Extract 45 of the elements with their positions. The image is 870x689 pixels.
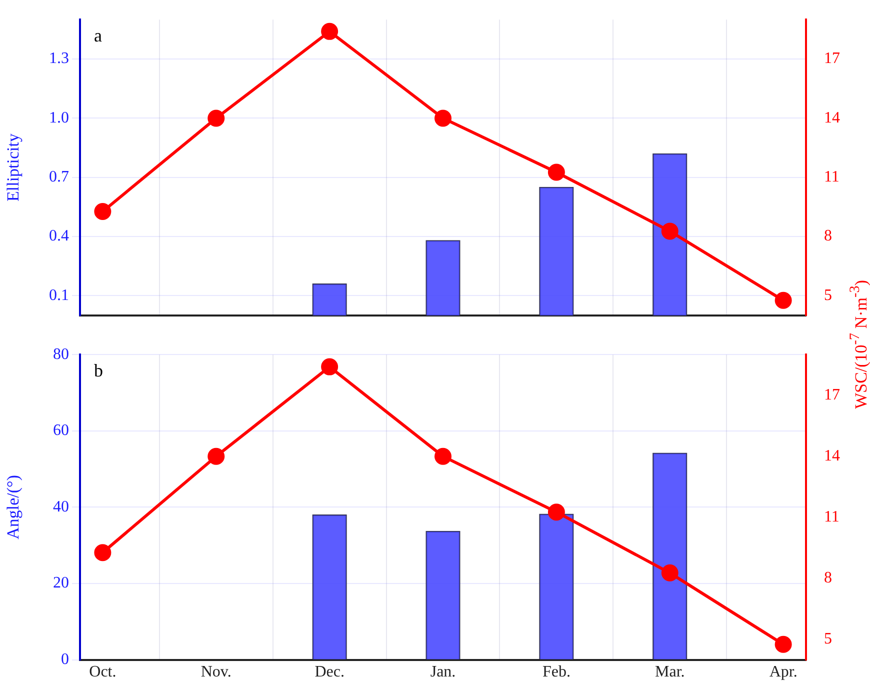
- point: [774, 292, 792, 309]
- y2-tick-label: 14: [824, 109, 840, 126]
- point: [548, 504, 565, 521]
- y2-tick-label: 14: [824, 448, 840, 465]
- y2-tick-label: 8: [824, 570, 832, 587]
- x-tick-label: Nov.: [200, 664, 232, 681]
- annotation: a: [94, 25, 102, 46]
- y-axis-title: Ellipticity: [4, 133, 23, 202]
- point: [548, 164, 565, 181]
- y2-tick-label: 17: [824, 50, 840, 68]
- y-tick-label: 0.4: [49, 228, 69, 245]
- y-tick-label: 0.1: [49, 286, 69, 304]
- y-tick-label: 60: [53, 422, 69, 440]
- point: [434, 110, 452, 127]
- point: [661, 564, 678, 582]
- y2-tick-label: 11: [824, 168, 840, 186]
- y-axis-title: Angle/(°): [4, 475, 23, 540]
- y-tick-label: 20: [53, 574, 69, 592]
- x-tick-label: Mar.: [654, 664, 685, 681]
- y-tick-label: 0.7: [49, 168, 69, 186]
- y2-tick-label: 17: [824, 386, 840, 404]
- point: [774, 636, 792, 653]
- y2-tick-label: 11: [824, 508, 840, 526]
- point: [94, 202, 112, 220]
- point: [434, 448, 452, 465]
- point: [321, 358, 338, 376]
- y2-tick-label: 5: [824, 630, 832, 648]
- x-tick-label: Jan.: [430, 664, 456, 681]
- y2-tick-label: 5: [824, 286, 832, 304]
- x-tick-label: Dec.: [314, 664, 344, 681]
- point: [208, 448, 225, 465]
- x-tick-label: Apr.: [769, 664, 798, 681]
- y-tick-label: 1.0: [49, 109, 69, 126]
- annotation: b: [94, 360, 103, 380]
- y-tick-label: 40: [53, 498, 69, 516]
- y-tick-label: 80: [53, 346, 69, 363]
- x-tick-label: Oct.: [89, 664, 116, 681]
- point: [94, 544, 112, 562]
- y-tick-label: 0: [61, 651, 69, 668]
- x-tick-label: Feb.: [542, 664, 570, 681]
- y2-tick-label: 8: [824, 228, 832, 245]
- point: [661, 222, 678, 240]
- point: [321, 22, 338, 40]
- y-tick-label: 1.3: [49, 50, 69, 68]
- point: [208, 110, 225, 127]
